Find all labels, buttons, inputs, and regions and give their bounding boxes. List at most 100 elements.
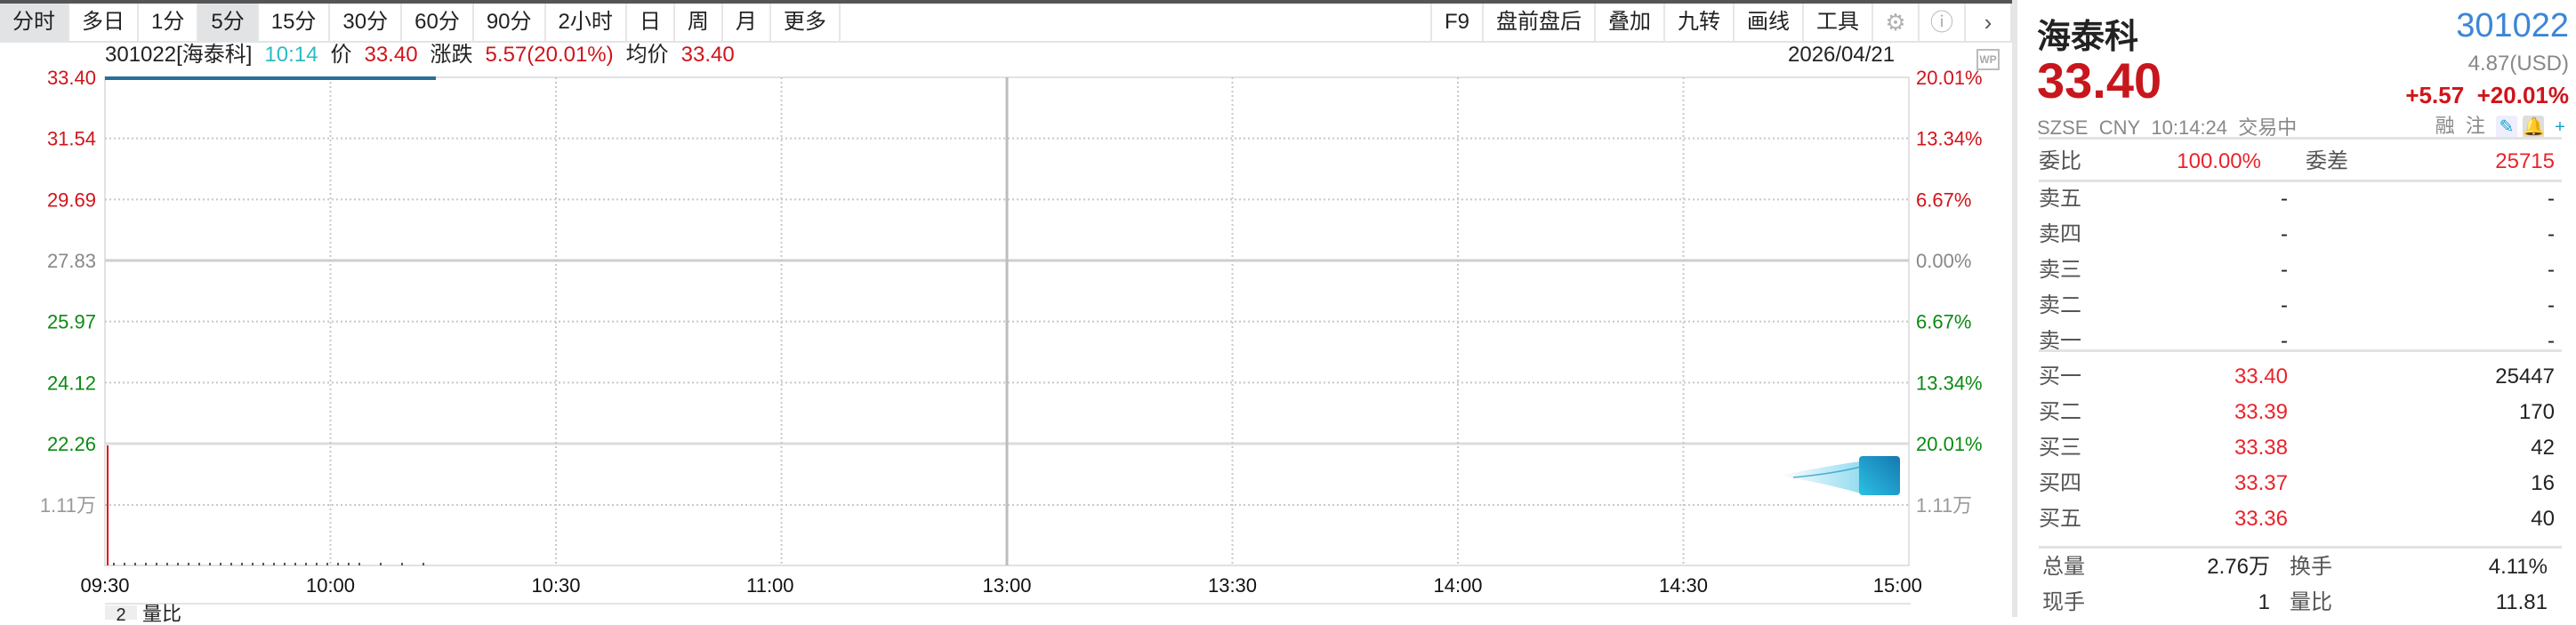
level-volume: - (2548, 258, 2555, 282)
gear-icon[interactable]: ⚙ (1873, 4, 1920, 41)
ask-row[interactable]: 卖二 - - (2039, 288, 2555, 324)
draw-line-button[interactable]: 画线 (1735, 4, 1804, 41)
trading-status: 交易中 (2238, 116, 2298, 139)
level-volume: - (2548, 187, 2555, 211)
ask-row[interactable]: 卖一 - - (2039, 324, 2555, 359)
price-label: 价 (330, 43, 352, 67)
turnover: 4.11% (2488, 555, 2548, 579)
cursor-time: 10:14 (264, 43, 318, 67)
currency: CNY (2098, 116, 2141, 139)
tab-1min[interactable]: 1分 (139, 4, 199, 41)
indicator-tab-number[interactable]: 2 (105, 605, 137, 625)
pre-post-market-button[interactable]: 盘前盘后 (1484, 4, 1596, 41)
volume-axis-label: 1.11万 (1916, 494, 1972, 517)
level-price: - (2281, 187, 2288, 211)
level-price: - (2281, 258, 2288, 282)
tab-60min[interactable]: 60分 (402, 4, 474, 41)
watch-button[interactable]: 注 (2465, 115, 2485, 137)
app-logo-icon (1779, 456, 1900, 495)
td-nine-button[interactable]: 九转 (1665, 4, 1735, 41)
level-price: 33.38 (2234, 436, 2288, 460)
tab-intraday[interactable]: 分时 (0, 4, 69, 41)
level-volume: - (2548, 222, 2555, 246)
tab-90min[interactable]: 90分 (474, 4, 546, 41)
percent-axis-label: 6.67% (1916, 188, 1971, 211)
commission-ratio: 100.00% (2177, 149, 2261, 173)
price-axis-label: 22.26 (47, 433, 96, 455)
chevron-right-icon[interactable]: › (1966, 4, 2012, 41)
tab-2hour[interactable]: 2小时 (546, 4, 627, 41)
time-axis-label: 14:30 (1659, 574, 1708, 597)
current-volume-label: 现手 (2042, 590, 2085, 614)
level-price: 33.39 (2234, 400, 2288, 424)
percent-axis-label: 13.34% (1916, 372, 1983, 394)
level-price: 33.36 (2234, 507, 2288, 531)
f9-button[interactable]: F9 (1429, 4, 1484, 41)
level-price: 33.40 (2234, 365, 2288, 389)
help-icon[interactable]: ⓘ (1920, 4, 1966, 41)
change-label: 涨跌 (430, 43, 473, 67)
avg-value: 33.40 (680, 43, 735, 67)
tab-multi-day[interactable]: 多日 (69, 4, 139, 41)
tools-button[interactable]: 工具 (1804, 4, 1873, 41)
margin-button[interactable]: 融 (2435, 115, 2455, 137)
change-amount: +5.57 (2405, 82, 2465, 108)
tab-5min[interactable]: 5分 (198, 4, 259, 41)
tool-buttons: F9 盘前盘后 叠加 九转 画线 工具 ⚙ ⓘ › (1429, 4, 2012, 41)
ask-row[interactable]: 卖五 - - (2039, 181, 2555, 217)
level-price: - (2281, 329, 2288, 353)
bid-row[interactable]: 买三 33.38 42 (2039, 430, 2555, 466)
time-axis-label: 09:30 (80, 574, 129, 597)
tab-day[interactable]: 日 (627, 4, 675, 41)
pencil-icon[interactable]: ✎ (2496, 116, 2517, 139)
tab-week[interactable]: 周 (675, 4, 723, 41)
tab-month[interactable]: 月 (723, 4, 771, 41)
indicator-bar: 2 量比 (105, 603, 1911, 625)
price-value: 33.40 (364, 43, 418, 67)
current-volume: 1 (2258, 590, 2270, 614)
current-volume-row: 现手 1 量比 11.81 (2039, 585, 2555, 621)
bid-row[interactable]: 买五 33.36 40 (2039, 501, 2555, 537)
percent-axis-label: 0.00% (1916, 250, 1971, 272)
tab-more[interactable]: 更多 (771, 4, 841, 41)
change-value: 5.57(20.01%) (485, 43, 614, 67)
level-price: - (2281, 293, 2288, 317)
level-label: 买五 (2039, 507, 2081, 531)
level-price: - (2281, 222, 2288, 246)
indicator-label: 量比 (142, 603, 182, 625)
total-volume-row: 总量 2.76万 换手 4.11% (2039, 549, 2555, 585)
level-label: 买二 (2039, 400, 2081, 424)
percent-axis-label: 13.34% (1916, 128, 1983, 150)
price-axis-label: 29.69 (47, 188, 96, 211)
quote-time: 10:14:24 (2151, 116, 2228, 139)
level-volume: - (2548, 293, 2555, 317)
commission-diff-label: 委差 (2306, 149, 2348, 173)
wp-badge-icon[interactable]: WP (1976, 49, 2000, 70)
bid-row[interactable]: 买一 33.40 25447 (2039, 359, 2555, 395)
overlay-button[interactable]: 叠加 (1596, 4, 1665, 41)
time-axis-label: 13:00 (982, 574, 1031, 597)
level-volume: 16 (2531, 471, 2555, 495)
price-axis-label: 33.40 (47, 67, 96, 89)
ask-row[interactable]: 卖四 - - (2039, 217, 2555, 252)
time-axis-label: 13:30 (1208, 574, 1257, 597)
stock-name: 海泰科 (2037, 19, 2139, 56)
exchange: SZSE (2037, 116, 2089, 139)
bid-row[interactable]: 买二 33.39 170 (2039, 395, 2555, 430)
volume-ratio-label: 量比 (2290, 590, 2332, 614)
level-volume: - (2548, 329, 2555, 353)
total-volume-label: 总量 (2042, 555, 2085, 579)
intraday-chart[interactable]: 33.40 20.01% 31.54 13.34% 29.69 6.67% 27.83 0.0… (0, 0, 2012, 617)
usd-price: 4.87(USD) (2467, 52, 2569, 76)
tab-15min[interactable]: 15分 (259, 4, 331, 41)
tab-30min[interactable]: 30分 (330, 4, 403, 41)
ask-row[interactable]: 卖三 - - (2039, 252, 2555, 288)
bid-row[interactable]: 买四 33.37 16 (2039, 466, 2555, 501)
commission-diff: 25715 (2495, 149, 2555, 173)
level-label: 卖三 (2039, 258, 2081, 282)
plus-icon[interactable]: + (2555, 117, 2565, 137)
time-axis-label: 10:30 (531, 574, 580, 597)
bell-icon[interactable]: 🔔 (2523, 116, 2545, 139)
quote-panel: 海泰科 301022 33.40 4.87(USD) +5.57 +20.01%… (2012, 0, 2576, 617)
period-toolbar: 分时 多日 1分 5分 15分 30分 60分 90分 2小时 日 周 月 更多… (0, 4, 2012, 43)
